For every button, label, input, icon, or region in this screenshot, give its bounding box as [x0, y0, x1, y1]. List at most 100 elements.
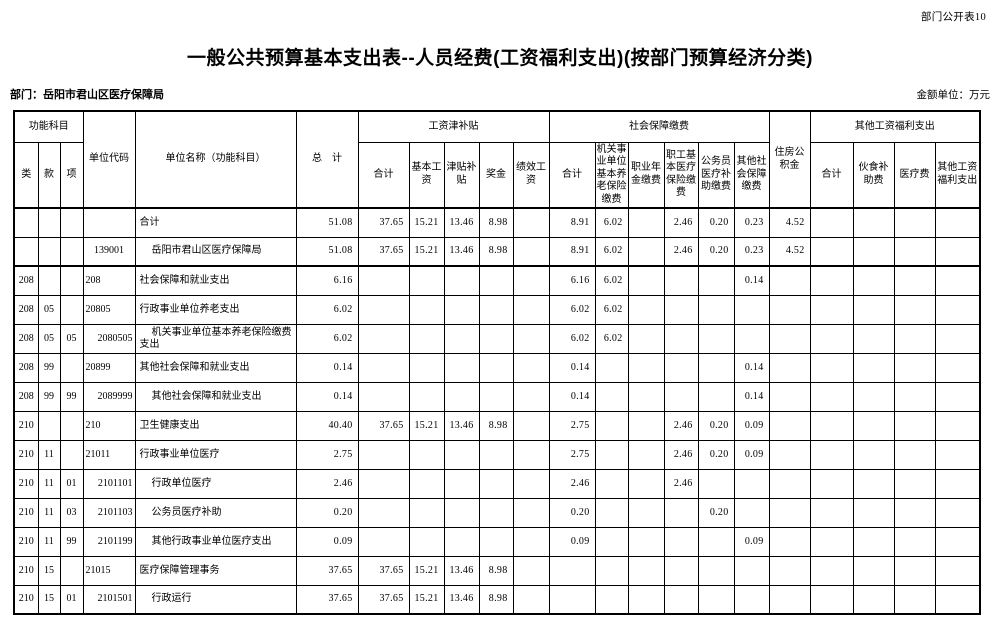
meta-row: 部门：岳阳市君山区医疗保障局 金额单位：万元: [10, 86, 990, 102]
cell-class: 208: [13, 352, 39, 383]
cell-other-welfare: [934, 584, 981, 615]
cell-other-welfare: [934, 555, 981, 586]
cell-medical-fee: [893, 410, 936, 441]
cell-section: 11: [37, 497, 61, 528]
header-func-group: 功能科目: [13, 110, 84, 143]
cell-medical-fee: [893, 468, 936, 499]
cell-bonus: [478, 468, 514, 499]
cell-civil-servant-medical: [697, 468, 735, 499]
cell-section: 11: [37, 439, 61, 470]
cell-social-total: 2.46: [548, 468, 596, 499]
cell-other-social: 0.09: [733, 439, 770, 470]
cell-performance-salary: [512, 381, 550, 412]
cell-salary-total: [357, 265, 410, 296]
cell-section: [37, 236, 61, 267]
cell-section: [37, 410, 61, 441]
header-other-group: 其他工资福利支出: [809, 110, 981, 143]
cell-performance-salary: [512, 294, 550, 325]
cell-total: 6.02: [295, 323, 359, 354]
cell-unit-name: 行政单位医疗: [134, 468, 297, 499]
cell-meal-subsidy: [852, 410, 895, 441]
cell-other-social: 0.09: [733, 526, 770, 557]
cell-item: 01: [59, 584, 84, 615]
cell-other-total: [809, 410, 854, 441]
table-row: 合计 51.08 37.65 15.21 13.46 8.98 8.91 6.02 2.46 0.…: [13, 207, 981, 238]
cell-civil-servant-medical: 0.20: [697, 439, 735, 470]
cell-unit-name: 行政事业单位医疗: [134, 439, 297, 470]
cell-other-social: 0.14: [733, 381, 770, 412]
cell-unit-code: 210: [82, 410, 136, 441]
cell-section: 99: [37, 352, 61, 383]
cell-civil-servant-medical: 0.20: [697, 207, 735, 238]
cell-annuity: [627, 497, 665, 528]
amount-unit-label: 金额单位：万元: [916, 90, 991, 101]
header-medical-fee: 医疗费: [893, 141, 936, 209]
cell-total: 6.16: [295, 265, 359, 296]
cell-social-total: 0.09: [548, 526, 596, 557]
cell-unit-code: 208: [82, 265, 136, 296]
cell-pension: 6.02: [594, 207, 629, 238]
cell-social-total: 6.16: [548, 265, 596, 296]
cell-medical-insurance: 2.46: [663, 410, 699, 441]
cell-annuity: [627, 439, 665, 470]
cell-meal-subsidy: [852, 497, 895, 528]
cell-pension: 6.02: [594, 294, 629, 325]
cell-other-social: 0.14: [733, 352, 770, 383]
cell-bonus: [478, 526, 514, 557]
cell-salary-total: [357, 526, 410, 557]
cell-base-salary: [408, 439, 445, 470]
cell-item: 99: [59, 526, 84, 557]
cell-allowance: 13.46: [443, 584, 480, 615]
cell-other-total: [809, 207, 854, 238]
cell-other-social: 0.14: [733, 265, 770, 296]
cell-housing-fund: [768, 323, 811, 354]
cell-medical-insurance: [663, 584, 699, 615]
cell-unit-name: 医疗保障管理事务: [134, 555, 297, 586]
cell-pension: [594, 526, 629, 557]
cell-pension: 6.02: [594, 236, 629, 267]
cell-allowance: [443, 381, 480, 412]
cell-performance-salary: [512, 555, 550, 586]
cell-base-salary: [408, 352, 445, 383]
cell-annuity: [627, 468, 665, 499]
cell-housing-fund: [768, 352, 811, 383]
cell-civil-servant-medical: 0.20: [697, 497, 735, 528]
cell-class: [13, 236, 39, 267]
cell-allowance: [443, 468, 480, 499]
cell-medical-fee: [893, 294, 936, 325]
cell-total: 6.02: [295, 294, 359, 325]
cell-annuity: [627, 207, 665, 238]
cell-annuity: [627, 381, 665, 412]
cell-bonus: [478, 323, 514, 354]
table-row: 210 11 01 2101101 行政单位医疗 2.46 2.46 2.46: [13, 468, 981, 499]
cell-medical-fee: [893, 584, 936, 615]
cell-civil-servant-medical: [697, 294, 735, 325]
cell-unit-name: 合计: [134, 207, 297, 238]
cell-class: 210: [13, 439, 39, 470]
cell-unit-code: 139001: [82, 236, 136, 267]
table-row: 208 99 99 2089999 其他社会保障和就业支出 0.14 0.14 0.14: [13, 381, 981, 412]
cell-other-total: [809, 294, 854, 325]
cell-total: 0.14: [295, 352, 359, 383]
cell-allowance: 13.46: [443, 555, 480, 586]
cell-civil-servant-medical: [697, 265, 735, 296]
cell-medical-insurance: 2.46: [663, 236, 699, 267]
cell-unit-code: 21015: [82, 555, 136, 586]
cell-medical-insurance: [663, 265, 699, 296]
header-row-sub: 类 款 项 合计 基本工资 津贴补贴 奖金 绩效工资 合计 机关事业单位基本养老…: [13, 141, 981, 209]
cell-base-salary: [408, 323, 445, 354]
cell-housing-fund: [768, 265, 811, 296]
cell-medical-fee: [893, 526, 936, 557]
cell-total: 40.40: [295, 410, 359, 441]
cell-salary-total: [357, 439, 410, 470]
cell-bonus: [478, 497, 514, 528]
cell-other-social: [733, 294, 770, 325]
cell-performance-salary: [512, 497, 550, 528]
cell-base-salary: [408, 468, 445, 499]
cell-bonus: [478, 381, 514, 412]
cell-meal-subsidy: [852, 323, 895, 354]
cell-performance-salary: [512, 526, 550, 557]
cell-social-total: 6.02: [548, 323, 596, 354]
cell-meal-subsidy: [852, 439, 895, 470]
